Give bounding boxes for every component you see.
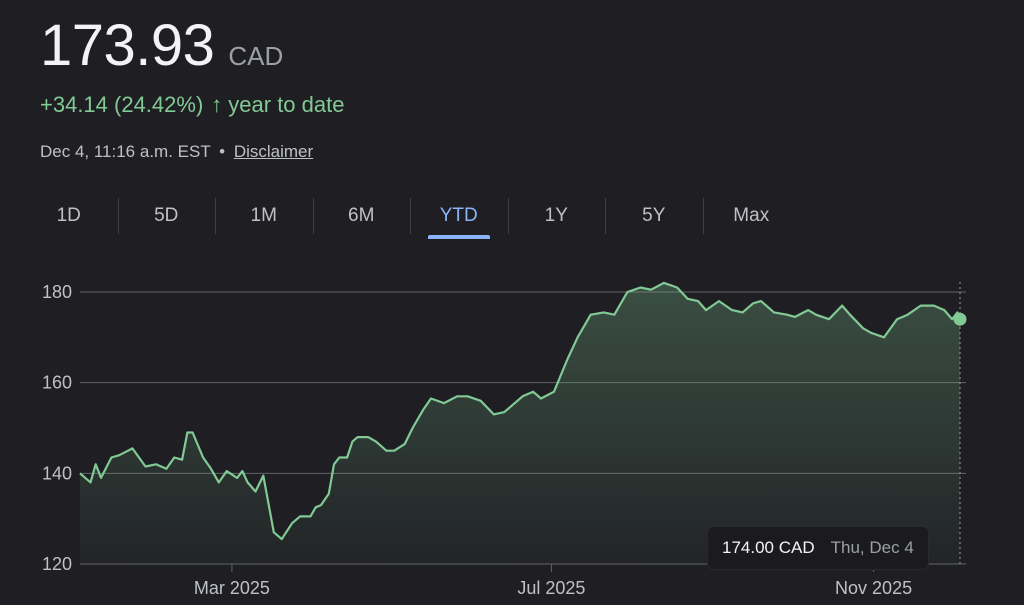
hover-point — [953, 312, 967, 326]
tab-1y[interactable]: 1Y — [507, 196, 606, 236]
quote-meta: Dec 4, 11:16 a.m. EST • Disclaimer — [40, 142, 313, 162]
range-tabs: 1D 5D 1M 6M YTD 1Y 5Y Max — [20, 196, 800, 240]
current-price: 173.93 — [40, 13, 215, 78]
change-period: year to date — [228, 92, 345, 117]
y-tick-label: 160 — [42, 373, 72, 393]
y-tick-label: 140 — [42, 463, 72, 483]
active-tab-indicator — [427, 235, 490, 239]
tab-label: Max — [733, 205, 770, 226]
price-area-fill — [80, 282, 960, 564]
disclaimer-link[interactable]: Disclaimer — [233, 142, 314, 161]
chart-tooltip: 174.00 CAD Thu, Dec 4 — [708, 527, 928, 569]
tab-label: 1M — [250, 205, 277, 226]
tab-6m[interactable]: 6M — [312, 196, 411, 236]
tab-label: 5D — [154, 205, 179, 226]
tab-1m[interactable]: 1M — [215, 196, 313, 236]
y-tick-label: 180 — [42, 282, 72, 302]
tab-label: 6M — [348, 205, 375, 226]
price-header: 173.93 CAD — [40, 12, 283, 79]
tooltip-price: 174.00 CAD — [722, 538, 815, 557]
change-value: +34.14 (24.42%) — [40, 92, 204, 117]
tab-5y[interactable]: 5Y — [605, 196, 703, 236]
price-change: +34.14 (24.42%) ↑ year to date — [40, 92, 344, 118]
tab-max[interactable]: Max — [702, 196, 801, 236]
price-line — [79, 281, 962, 541]
tab-label: 1D — [56, 205, 81, 226]
y-tick-label: 120 — [42, 554, 72, 574]
x-tick-label: Jul 2025 — [517, 578, 585, 598]
arrow-up-icon: ↑ — [211, 92, 223, 117]
tooltip-date: Thu, Dec 4 — [830, 538, 914, 557]
tab-label: 1Y — [544, 205, 568, 226]
tab-5d[interactable]: 5D — [117, 196, 216, 236]
meta-separator: • — [219, 142, 226, 161]
x-tick-label: Nov 2025 — [835, 578, 912, 598]
x-tick-label: Mar 2025 — [194, 578, 270, 598]
tab-label: YTD — [439, 205, 478, 226]
tab-1d[interactable]: 1D — [20, 196, 118, 236]
tab-label: 5Y — [642, 205, 666, 226]
currency-label: CAD — [228, 41, 284, 71]
quote-timestamp: Dec 4, 11:16 a.m. EST — [40, 142, 211, 161]
tab-ytd[interactable]: YTD — [410, 196, 508, 239]
